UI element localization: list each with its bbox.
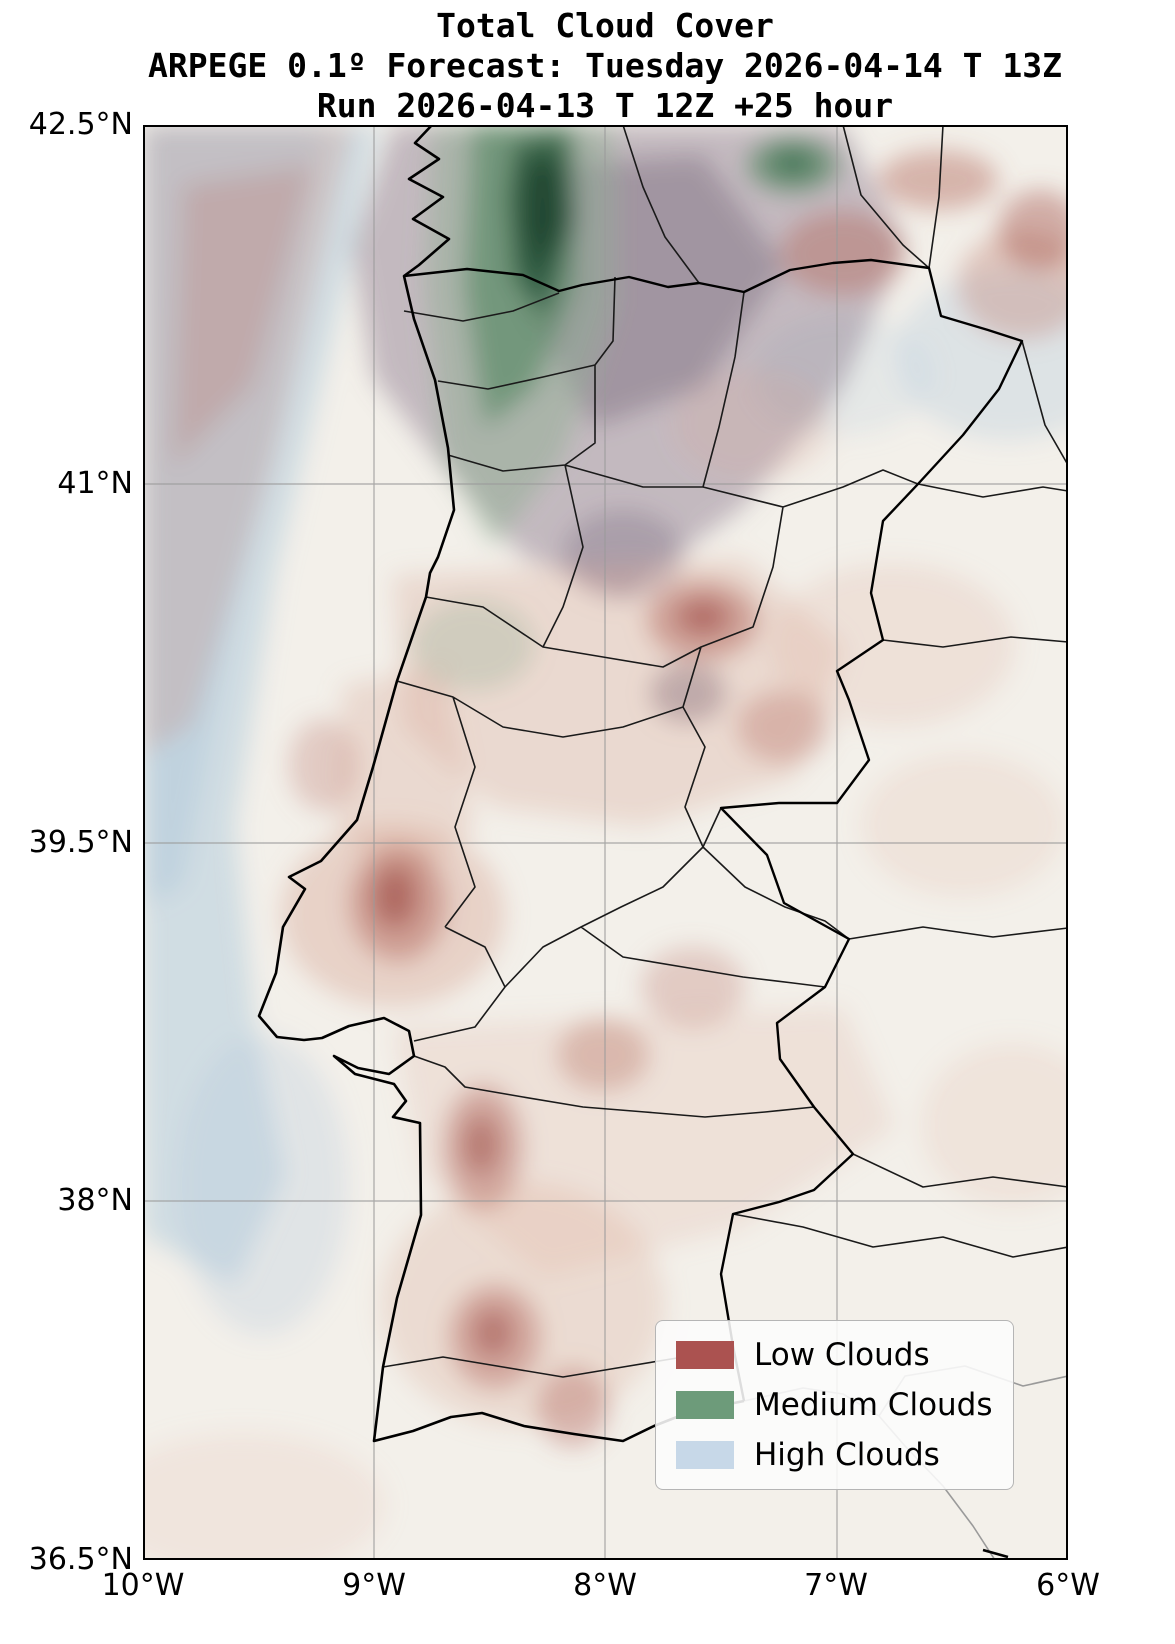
legend-label-high-clouds: High Clouds bbox=[754, 1437, 940, 1473]
title-line-2: ARPEGE 0.1º Forecast: Tuesday 2026-04-14… bbox=[148, 46, 1062, 85]
title-line-3: Run 2026-04-13 T 12Z +25 hour bbox=[316, 86, 894, 125]
legend-item-medium-clouds: Medium Clouds bbox=[676, 1385, 993, 1425]
cloud-shading-layer bbox=[143, 125, 1068, 1560]
legend-swatch-low-clouds bbox=[676, 1341, 734, 1369]
coastline bbox=[257, 125, 1009, 1559]
figure-title: Total Cloud Cover ARPEGE 0.1º Forecast: … bbox=[35, 6, 1175, 126]
lon-tick-10w: 10°W bbox=[101, 1568, 185, 1603]
legend-label-medium-clouds: Medium Clouds bbox=[754, 1387, 993, 1423]
lat-tick-42-5n: 42.5°N bbox=[28, 107, 133, 142]
lat-tick-36-5n: 36.5°N bbox=[28, 1542, 133, 1577]
title-line-1: Total Cloud Cover bbox=[436, 6, 774, 45]
lat-tick-41n: 41°N bbox=[57, 466, 133, 501]
medium-clouds-layer bbox=[411, 125, 839, 691]
legend: Low Clouds Medium Clouds High Clouds bbox=[655, 1320, 1014, 1490]
district-boundaries bbox=[382, 125, 1068, 1378]
lat-tick-38n: 38°N bbox=[57, 1183, 133, 1218]
lat-tick-39-5n: 39.5°N bbox=[28, 825, 133, 860]
lon-tick-9w: 9°W bbox=[342, 1568, 406, 1603]
lon-tick-7w: 7°W bbox=[804, 1568, 868, 1603]
lon-tick-6w: 6°W bbox=[1036, 1568, 1100, 1603]
map-svg bbox=[143, 125, 1068, 1560]
legend-swatch-medium-clouds bbox=[676, 1391, 734, 1419]
plot-frame bbox=[143, 125, 1068, 1560]
plot-area: Low Clouds Medium Clouds High Clouds bbox=[143, 125, 1068, 1560]
legend-item-high-clouds: High Clouds bbox=[676, 1435, 993, 1475]
legend-label-low-clouds: Low Clouds bbox=[754, 1337, 930, 1373]
legend-item-low-clouds: Low Clouds bbox=[676, 1335, 993, 1375]
country-border bbox=[403, 258, 1024, 1402]
lon-tick-8w: 8°W bbox=[573, 1568, 637, 1603]
legend-swatch-high-clouds bbox=[676, 1441, 734, 1469]
